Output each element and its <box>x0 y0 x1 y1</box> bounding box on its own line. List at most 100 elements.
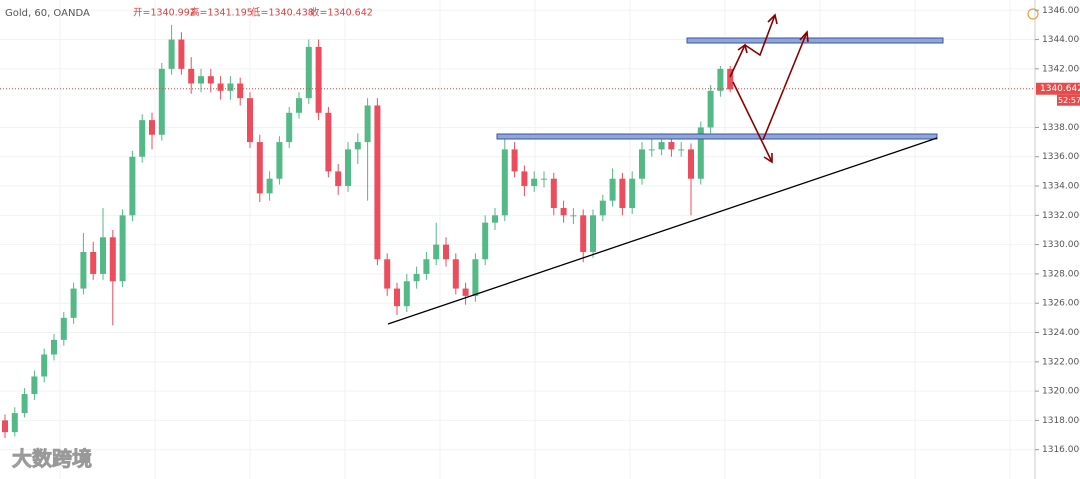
arrows <box>729 13 809 164</box>
candle-body <box>413 273 420 282</box>
arrow-up <box>762 31 808 141</box>
candle-body <box>658 142 665 150</box>
clock-icon <box>1027 8 1039 20</box>
candle-body <box>629 178 636 209</box>
annotations <box>387 13 944 325</box>
candle-body <box>217 83 224 91</box>
candle-body <box>707 90 714 128</box>
price-tag <box>1036 82 1080 95</box>
y-tick-label: 1332.000 <box>1042 211 1080 221</box>
candle-body <box>482 222 489 260</box>
candle-body <box>374 105 381 260</box>
candle-body <box>727 68 734 90</box>
arrow-head <box>763 153 773 164</box>
symbol: Gold, 60, OANDA <box>5 8 90 19</box>
candle-body <box>521 171 528 187</box>
candle-body <box>423 259 430 274</box>
candle-body <box>678 149 685 151</box>
ohlc-close: 收=1340.642 <box>310 7 373 19</box>
candle-body <box>286 112 293 143</box>
candle-body <box>648 149 655 151</box>
candle-body <box>580 215 587 252</box>
candle-body <box>21 394 28 414</box>
candle-body <box>158 68 165 135</box>
watermark: 大数跨境 <box>12 447 92 471</box>
resistance-zone <box>686 37 944 44</box>
candle-body <box>256 142 263 194</box>
arrow-down <box>732 81 773 163</box>
candle-body <box>207 76 214 84</box>
candle-body <box>237 83 244 99</box>
y-tick-label: 1326.000 <box>1042 299 1080 309</box>
candle-body <box>109 237 116 282</box>
candle-body <box>305 46 312 99</box>
y-tick-label: 1328.000 <box>1042 269 1080 279</box>
candle-body <box>266 178 273 194</box>
y-tick-label: 1322.000 <box>1042 357 1080 367</box>
candle-body <box>227 83 234 91</box>
arrow-head <box>737 43 748 54</box>
candle-body <box>688 149 694 179</box>
countdown-tag <box>1057 94 1080 106</box>
candle-body <box>60 317 67 340</box>
candle-body <box>541 178 547 180</box>
ohlc-open: 开=1340.992 <box>133 8 196 19</box>
y-tick-label: 1342.000 <box>1042 64 1080 74</box>
candle-body <box>433 244 440 260</box>
candle-body <box>80 251 87 289</box>
candle-body <box>335 171 342 187</box>
candle-body <box>139 120 146 157</box>
candle-body <box>149 120 155 135</box>
candle-body <box>188 68 195 84</box>
y-tick-label: 1346.000 <box>1042 6 1080 16</box>
candle-body <box>90 251 97 274</box>
candle-body <box>100 237 106 274</box>
candle-body <box>452 259 459 289</box>
candle-body <box>394 288 400 307</box>
candle-body <box>364 105 371 143</box>
candle-body <box>403 281 410 307</box>
candle-body <box>531 178 538 187</box>
y-tick-label: 1320.000 <box>1042 387 1080 397</box>
candle-body <box>511 149 518 172</box>
countdown: 52:57 <box>1058 96 1080 105</box>
trend-line <box>387 137 938 325</box>
candle-body <box>550 178 557 209</box>
candle-body <box>619 178 626 209</box>
y-tick-label: 1316.000 <box>1042 445 1080 455</box>
candle-body <box>168 39 175 69</box>
candle-body <box>492 215 498 223</box>
candles <box>2 24 734 438</box>
y-tick-label: 1330.000 <box>1042 240 1080 250</box>
ohlc-high: 高=1341.195 <box>190 7 253 19</box>
y-tick-label: 1338.000 <box>1042 123 1080 133</box>
candle-body <box>668 142 675 150</box>
candle-body <box>276 142 283 179</box>
candle-body <box>717 68 724 91</box>
candle-body <box>384 259 391 289</box>
candle-body <box>325 112 332 172</box>
candle-body <box>472 259 479 296</box>
candle-body <box>570 215 577 217</box>
price-axis-labels: 1316.000 1318.000 1320.000 1322.000 1324.000… <box>1035 6 1080 455</box>
candle-body <box>315 46 322 113</box>
candle-body <box>443 244 449 260</box>
support-zone <box>496 133 938 140</box>
candle-body <box>462 288 469 296</box>
candle-body <box>560 208 567 216</box>
arrow-up <box>729 14 776 78</box>
y-tick-label: 1318.000 <box>1042 416 1080 426</box>
candle-body <box>697 127 704 179</box>
candle-body <box>51 339 57 355</box>
arrow-head <box>799 30 809 43</box>
arrow-head <box>767 13 778 25</box>
grid <box>0 0 1035 479</box>
candle-body <box>296 98 302 113</box>
candle-body <box>31 376 38 395</box>
price-tag-label: 1340.642 <box>1040 84 1080 94</box>
y-tick-label: 1324.000 <box>1042 328 1080 338</box>
candle-body <box>11 413 18 433</box>
candle-body <box>354 142 361 150</box>
candle-body <box>119 215 126 282</box>
